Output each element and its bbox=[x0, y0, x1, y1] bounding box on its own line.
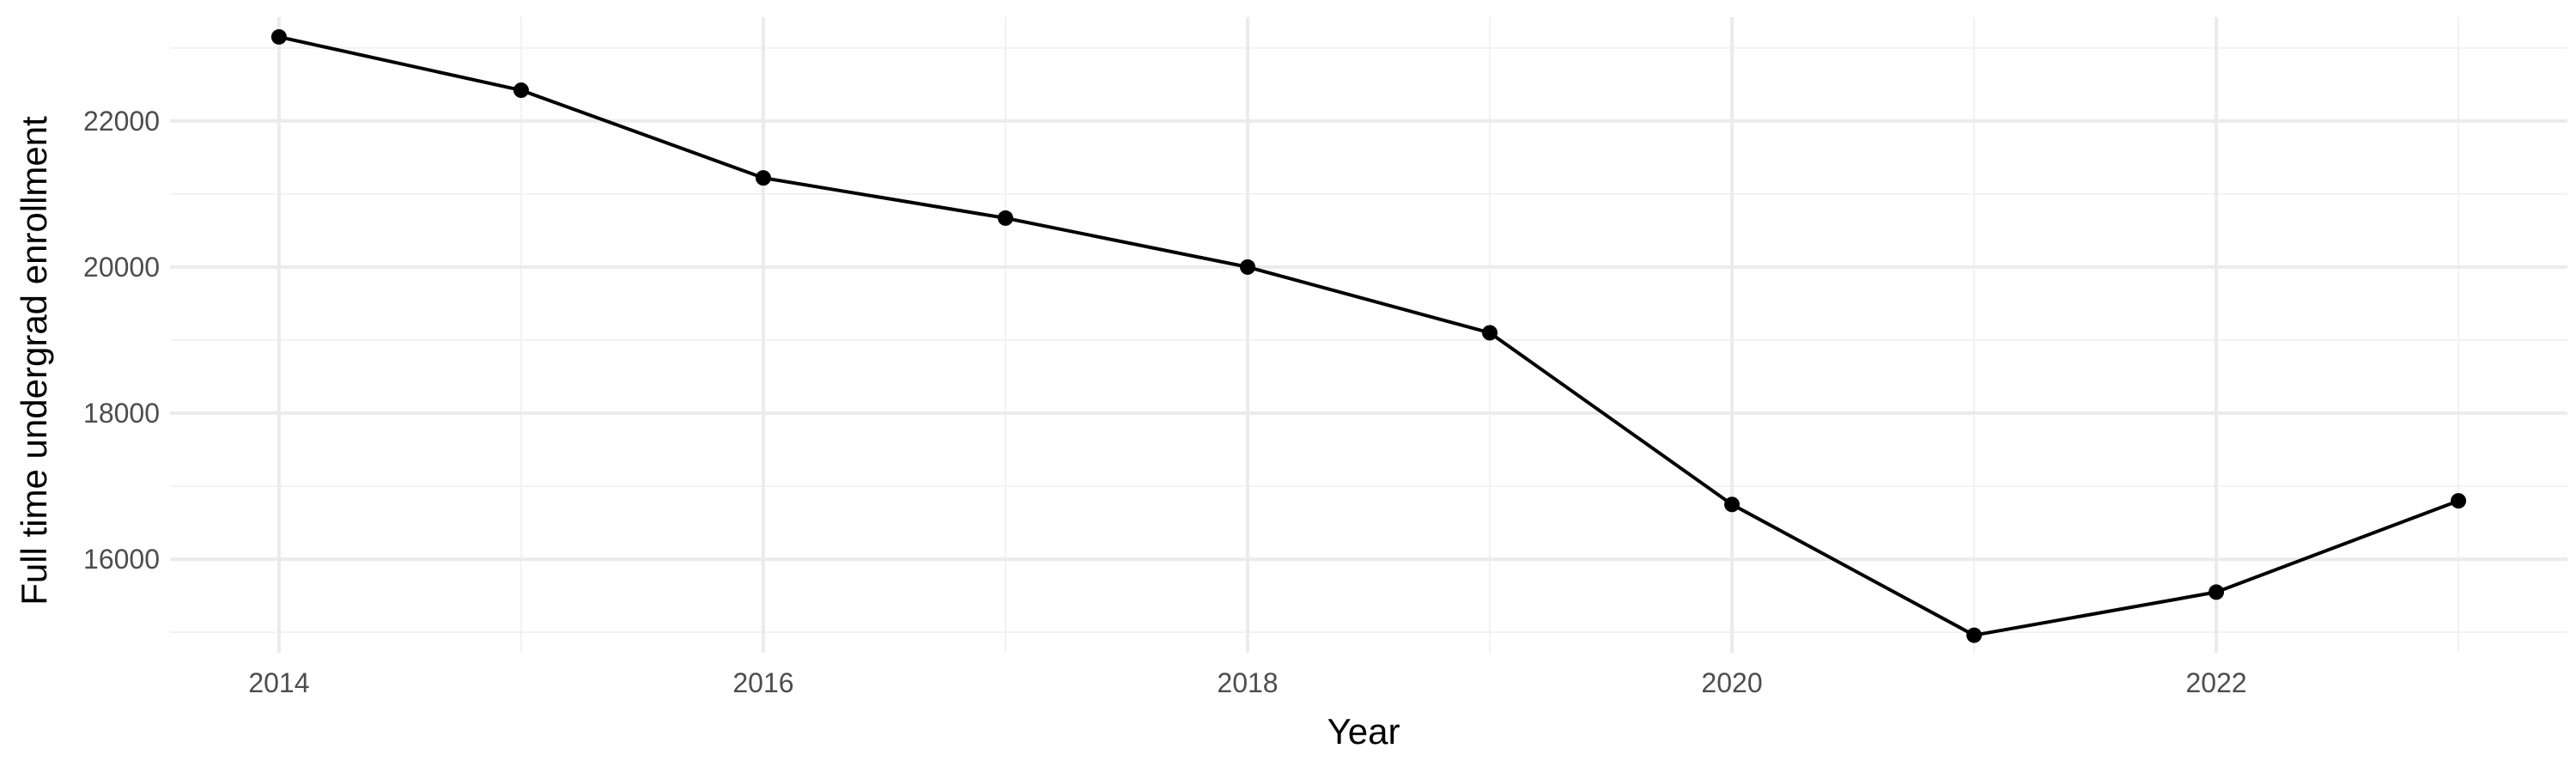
y-tick-labels: 16000 18000 20000 22000 bbox=[83, 106, 160, 575]
data-point bbox=[755, 170, 771, 186]
data-point bbox=[2208, 584, 2225, 600]
x-tick-label: 2020 bbox=[1701, 667, 1762, 698]
data-point bbox=[1724, 496, 1741, 513]
x-tick-label: 2022 bbox=[2185, 667, 2246, 698]
y-tick-label: 18000 bbox=[83, 398, 160, 429]
y-tick-label: 16000 bbox=[83, 544, 160, 575]
major-gridlines bbox=[170, 17, 2567, 653]
data-point bbox=[1482, 325, 1498, 341]
series-layer bbox=[270, 28, 2467, 643]
x-tick-label: 2014 bbox=[248, 667, 309, 698]
y-axis-title: Full time undergrad enrollment bbox=[14, 116, 54, 606]
data-point bbox=[270, 28, 287, 45]
x-axis-title: Year bbox=[1327, 711, 1400, 752]
data-point bbox=[1966, 627, 1983, 643]
minor-gridlines bbox=[170, 17, 2567, 653]
data-point bbox=[997, 210, 1013, 226]
x-tick-label: 2016 bbox=[732, 667, 793, 698]
data-point bbox=[1239, 259, 1255, 275]
y-tick-label: 20000 bbox=[83, 252, 160, 283]
data-point bbox=[513, 82, 529, 99]
y-tick-label: 22000 bbox=[83, 106, 160, 137]
x-tick-labels: 2014 2016 2018 2020 2022 bbox=[248, 667, 2246, 698]
data-point bbox=[2451, 493, 2467, 509]
x-tick-label: 2018 bbox=[1217, 667, 1278, 698]
series-line bbox=[278, 35, 2459, 637]
